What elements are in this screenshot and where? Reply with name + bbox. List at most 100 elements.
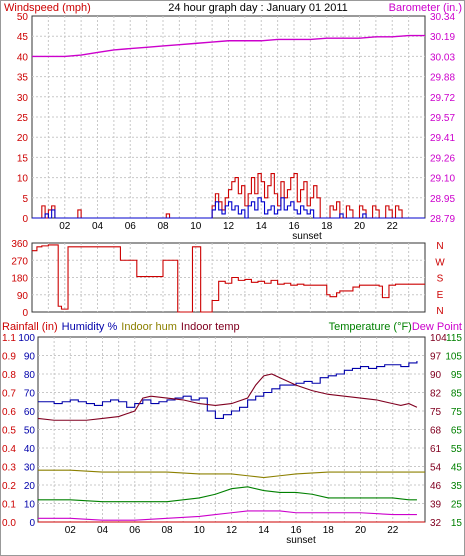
windspeed-tick-label: 20 <box>17 133 29 144</box>
rainfall-tick-label: 0.0 <box>2 518 16 529</box>
compass-letter: N <box>436 241 443 252</box>
barometer-tick-label: 30.03 <box>430 52 455 63</box>
rainfall-tick-label: 0.9 <box>2 352 16 363</box>
humidity-tick-label: 40 <box>24 444 36 455</box>
compass-letter: W <box>435 257 445 268</box>
x-tick-label: 06 <box>129 525 141 536</box>
x-tick-label: 22 <box>387 525 399 536</box>
indoor-temp-tick-label: 97 <box>430 352 442 363</box>
humidity-tick-label: 100 <box>18 333 35 344</box>
rainfall-tick-label: 0.5 <box>2 426 16 437</box>
rainfall-tick-label: 0.4 <box>2 444 16 455</box>
x-tick-label: 22 <box>387 221 399 232</box>
x-tick-label: 14 <box>256 221 268 232</box>
left-label-part: Rainfall (in) <box>2 321 58 333</box>
windspeed-tick-label: 25 <box>17 113 29 124</box>
x-tick-label: 14 <box>258 525 270 536</box>
humidity-tick-label: 70 <box>24 389 36 400</box>
humidity-tick-label: 50 <box>24 426 36 437</box>
x-tick-label: 02 <box>65 525 77 536</box>
barometer-tick-label: 29.57 <box>430 113 455 124</box>
humidity-tick-label: 10 <box>24 500 36 511</box>
rainfall-tick-label: 0.7 <box>2 389 16 400</box>
barometer-tick-label: 29.72 <box>430 93 455 104</box>
indoor-temp-tick-label: 54 <box>430 463 442 474</box>
temperature-series-line <box>38 486 417 503</box>
indoor_temp-series-line <box>37 373 418 421</box>
temperature-tick-label: 55 <box>451 444 463 455</box>
windspeed-tick-label: 40 <box>17 52 29 63</box>
sunset-label: sunset <box>292 231 322 242</box>
x-tick-label: 02 <box>59 221 71 232</box>
x-tick-label: 12 <box>223 221 235 232</box>
barometer-tick-label: 30.19 <box>430 32 455 43</box>
x-tick-label: 08 <box>161 525 173 536</box>
x-tick-label: 20 <box>354 221 366 232</box>
indoor-temp-tick-label: 90 <box>430 370 442 381</box>
humidity-axis-label: Rainfall (in) Humidity % Indoor hum Indoor … <box>2 321 240 333</box>
windspeed-tick-label: 30 <box>17 93 29 104</box>
humidity-tick-label: 30 <box>24 463 36 474</box>
compass-letter: N <box>436 306 443 317</box>
wind-barometer-panel: 0 5 10 15 20 25 30 35 40 45 50 28.79 28.95 29.10 29.26… <box>17 12 456 242</box>
temperature-axis-label: Temperature (°F)Dew Point <box>329 321 462 333</box>
x-tick-label: 20 <box>355 525 367 536</box>
right-label-part: Dew Point <box>412 321 462 333</box>
x-tick-label: 06 <box>125 221 137 232</box>
barometer-tick-label: 29.10 <box>430 174 455 185</box>
temperature-tick-label: 25 <box>451 500 463 511</box>
temperature-tick-label: 85 <box>451 389 463 400</box>
compass-letter: S <box>437 274 444 285</box>
barometer-tick-label: 29.26 <box>430 153 455 164</box>
windspeed-axis-label: Windspeed (mph) <box>4 2 91 14</box>
indoor-temp-tick-label: 32 <box>430 518 442 529</box>
indoor-temp-tick-label: 82 <box>430 389 442 400</box>
chart-title: 24 hour graph day : January 01 2011 <box>168 2 348 14</box>
rainfall-tick-label: 0.8 <box>2 370 16 381</box>
humidity-tick-label: 80 <box>24 370 36 381</box>
humidity-tick-label: 60 <box>24 407 36 418</box>
indoor-temp-tick-label: 39 <box>430 500 442 511</box>
x-tick-label: 12 <box>226 525 238 536</box>
indoor-temp-tick-label: 75 <box>430 407 442 418</box>
direction-tick-label: 360 <box>11 239 28 250</box>
left-label-part: Indoor temp <box>181 321 240 333</box>
dew_point-series-line <box>38 510 417 521</box>
windspeed-tick-label: 35 <box>17 73 29 84</box>
rainfall-tick-label: 1.1 <box>2 333 16 344</box>
windspeed-tick-label: 50 <box>17 12 29 23</box>
barometer-tick-label: 28.95 <box>430 194 455 205</box>
direction-tick-label: 270 <box>11 256 28 267</box>
humidity-tick-label: 20 <box>24 481 36 492</box>
rainfall-tick-label: 0.6 <box>2 407 16 418</box>
humidity-tick-label: 90 <box>24 352 36 363</box>
barometer-axis-label: Barometer (in.) <box>389 2 462 14</box>
temperature-tick-label: 45 <box>451 463 463 474</box>
temperature-tick-label: 75 <box>451 407 463 418</box>
x-tick-label: 08 <box>157 221 169 232</box>
temperature-humidity-panel: 0.0 0 32 15 0.1 10 39 25 0.2 20 46 35 0.3 30 54 45 0.4 40… <box>2 333 462 546</box>
barometer-tick-label: 28.79 <box>430 214 455 225</box>
x-tick-label: 10 <box>194 525 206 536</box>
windspeed-tick-label: 5 <box>22 194 28 205</box>
temperature-tick-label: 35 <box>451 481 463 492</box>
barometer-tick-label: 30.34 <box>430 12 455 23</box>
windspeed-tick-label: 15 <box>17 153 29 164</box>
temperature-tick-label: 95 <box>451 370 463 381</box>
x-tick-label: 10 <box>190 221 202 232</box>
x-tick-label: 04 <box>92 221 104 232</box>
left-label-part: Indoor hum <box>121 321 177 333</box>
x-tick-label: 16 <box>288 221 300 232</box>
windspeed-tick-label: 10 <box>17 174 29 185</box>
compass-letter: E <box>437 290 444 301</box>
indoor-temp-tick-label: 104 <box>430 333 447 344</box>
temperature-tick-label: 105 <box>445 352 462 363</box>
direction-series-line <box>32 244 425 313</box>
indoor_hum-series-line <box>38 469 425 479</box>
right-label-part: Temperature (°F) <box>329 321 412 333</box>
rainfall-tick-label: 0.2 <box>2 481 16 492</box>
humidity-series-line <box>38 361 418 419</box>
rainfall-tick-label: 0.1 <box>2 500 16 511</box>
